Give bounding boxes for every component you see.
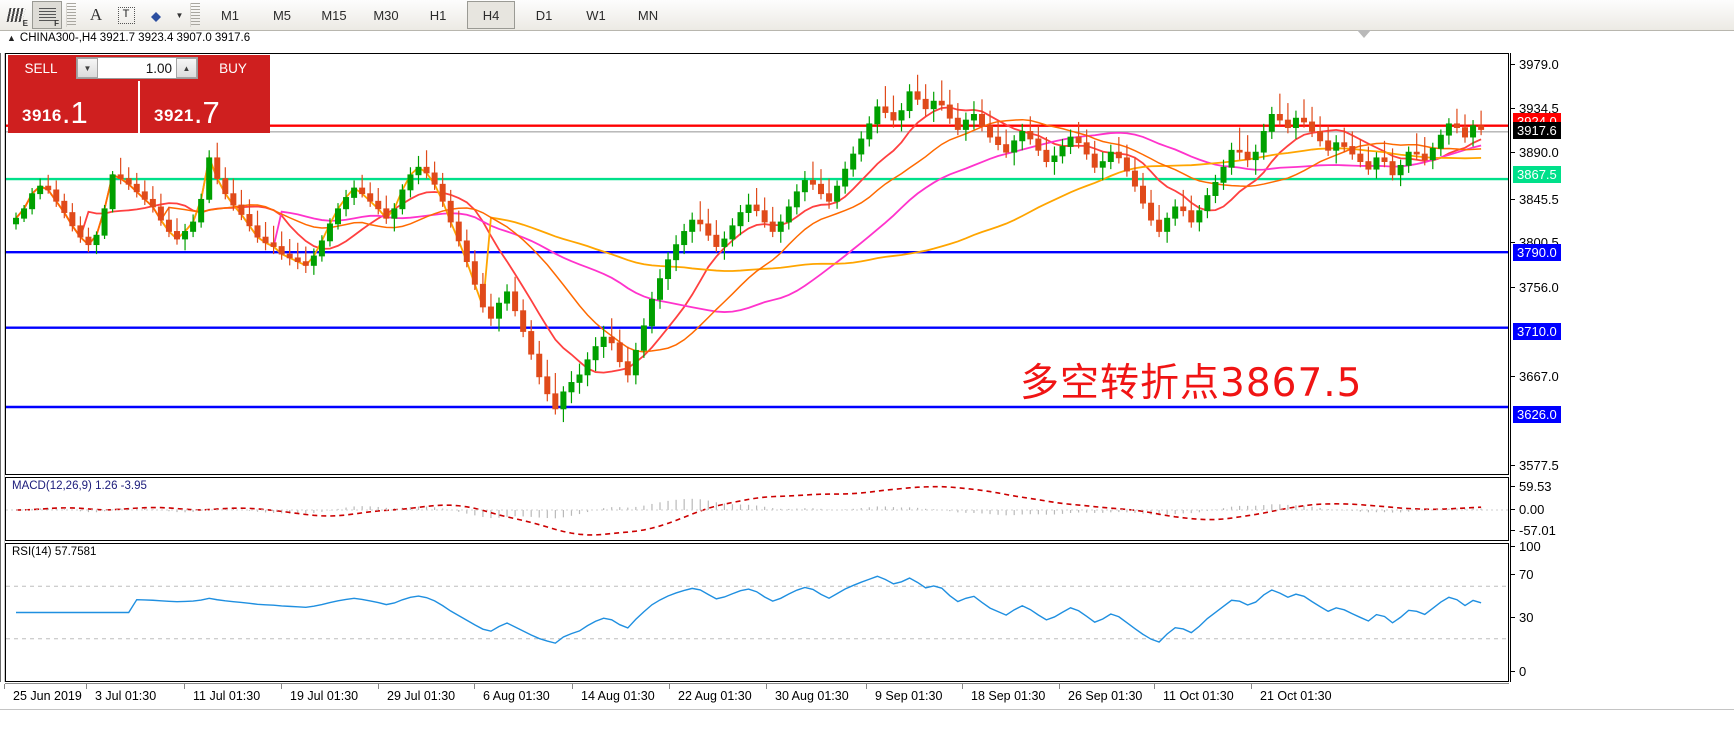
text-tool-label: A (89, 5, 103, 24)
price-level-badge: 3917.6 (1513, 122, 1561, 139)
time-axis[interactable]: 25 Jun 2019 3 Jul 01:30 11 Jul 01:30 19 Jul… (4, 683, 1509, 710)
price-tick-label: 3845.5 (1511, 192, 1559, 207)
ask-price-integer: 3921 (154, 106, 194, 125)
trade-controls-row: SELL ▼ 1.00 ▲ BUY (8, 55, 270, 81)
ask-price-cell[interactable]: 3921.7 (140, 81, 270, 133)
bid-price-cell[interactable]: 3916.1 (8, 81, 140, 133)
ask-price: 3921.7 (154, 95, 220, 131)
timeframe-h4[interactable]: H4 (467, 1, 515, 29)
price-level-badge: 3790.0 (1513, 244, 1561, 261)
time-tick-label: 21 Oct 01:30 (1251, 684, 1332, 703)
price-level-badge: 3626.0 (1513, 406, 1561, 423)
macd-tick-label: 59.53 (1511, 479, 1552, 494)
buy-button[interactable]: BUY (200, 55, 266, 81)
time-tick-label: 26 Sep 01:30 (1058, 684, 1143, 703)
text-label-glyph: T (117, 6, 135, 24)
symbol-info-bar: ▲ CHINA300-,H4 3921.7 3923.4 3907.0 3917.… (0, 31, 1734, 47)
rsi-pane[interactable]: RSI(14) 57.7581 (5, 543, 1509, 682)
toolbar-separator-2 (190, 3, 200, 27)
timeframe-mn[interactable]: MN (637, 7, 659, 23)
price-tick-label: 3979.0 (1511, 57, 1559, 72)
rsi-caption: RSI(14) 57.7581 (12, 546, 97, 558)
volume-input[interactable]: 1.00 (98, 60, 176, 76)
price-tick-label: 3756.0 (1511, 280, 1559, 295)
ask-price-decimal: .7 (193, 95, 220, 130)
time-tick-label: 6 Aug 01:30 (474, 684, 550, 703)
dropdown-caret-icon[interactable]: ▼ (172, 2, 186, 28)
timeframe-m1[interactable]: M1 (220, 7, 240, 23)
time-tick-label: 11 Jul 01:30 (183, 684, 261, 703)
rsi-tick-label: 70 (1510, 567, 1534, 582)
timeframe-d1[interactable]: D1 (535, 7, 553, 23)
sell-button[interactable]: SELL (8, 55, 74, 81)
price-level-badge: 3710.0 (1513, 323, 1561, 340)
symbol-info-text: CHINA300-,H4 3921.7 3923.4 3907.0 3917.6 (19, 32, 251, 44)
scroll-marker-icon[interactable] (1357, 30, 1371, 38)
indicators-icon-label: E (22, 19, 28, 28)
price-tick-label: 3934.5 (1511, 101, 1559, 116)
time-tick-label: 14 Aug 01:30 (572, 684, 655, 703)
time-tick-label: 3 Jul 01:30 (85, 684, 157, 703)
time-tick-label: 19 Jul 01:30 (280, 684, 359, 703)
time-tick-label: 25 Jun 2019 (4, 684, 82, 703)
rsi-tick-label: 100 (1511, 539, 1541, 554)
rsi-svg (6, 575, 1508, 644)
time-tick-label: 11 Oct 01:30 (1154, 684, 1234, 703)
time-tick-label: 22 Aug 01:30 (669, 684, 752, 703)
macd-pane[interactable]: MACD(12,26,9) 1.26 -3.95 (5, 477, 1509, 541)
time-tick-label: 9 Sep 01:30 (865, 684, 943, 703)
timeframe-w1[interactable]: W1 (586, 7, 606, 23)
templates-glyph (38, 7, 56, 23)
chart-annotation: 多空转折点3867.5 (1020, 361, 1363, 406)
volume-increase-button[interactable]: ▲ (176, 58, 197, 78)
objects-icon[interactable] (142, 2, 170, 28)
main-toolbar: E F A T ▼ M1 M5 M15 M30 H1 H4 D1 W1 MN (0, 0, 1734, 31)
rsi-tick-label: 30 (1510, 610, 1534, 625)
price-tick-label: 3890.0 (1511, 145, 1559, 160)
macd-caption: MACD(12,26,9) 1.26 -3.95 (12, 480, 147, 492)
toolbar-separator-1 (66, 3, 76, 27)
objects-glyph (151, 7, 161, 22)
macd-svg (6, 485, 1508, 536)
timeframe-h1[interactable]: H1 (429, 7, 447, 23)
price-level-badge: 3867.5 (1513, 166, 1561, 183)
quote-row: 3916.1 3921.7 (8, 81, 270, 133)
bid-price-integer: 3916 (22, 106, 62, 125)
volume-stepper[interactable]: ▼ 1.00 ▲ (76, 57, 198, 79)
timeframe-m5[interactable]: M5 (272, 7, 292, 23)
macd-tick-label: -57.01 (1511, 523, 1556, 538)
bid-price: 3916.1 (22, 95, 88, 131)
symbol-info-row: ▲ CHINA300-,H4 3921.7 3923.4 3907.0 3917.… (7, 32, 250, 44)
time-tick-label: 18 Sep 01:30 (961, 684, 1046, 703)
bid-price-decimal: .1 (61, 95, 88, 130)
templates-icon-label: F (54, 19, 59, 28)
left-rail (0, 53, 5, 682)
text-label-icon[interactable]: T (112, 2, 140, 28)
macd-tick-label: 0.00 (1510, 502, 1545, 517)
collapse-triangle-icon[interactable]: ▲ (7, 33, 16, 43)
text-tool-icon[interactable]: A (82, 2, 110, 28)
price-chart-svg (6, 74, 1508, 423)
volume-decrease-button[interactable]: ▼ (77, 58, 98, 78)
templates-icon[interactable]: F (32, 1, 62, 29)
indicators-icon[interactable]: E (2, 2, 30, 28)
rsi-tick-label: 0 (1510, 664, 1527, 679)
dropdown-caret-glyph: ▼ (175, 10, 184, 20)
window-bottom-divider (0, 709, 1734, 710)
time-tick-label: 29 Jul 01:30 (377, 684, 456, 703)
price-axis[interactable]: 3979.0 3934.5 3890.0 3845.5 3800.5 3756.0 3667… (1510, 53, 1734, 682)
time-tick-label: 30 Aug 01:30 (766, 684, 849, 703)
one-click-trade-panel[interactable]: SELL ▼ 1.00 ▲ BUY 3916.1 3921.7 (8, 55, 270, 133)
price-tick-label: 3577.5 (1511, 458, 1559, 473)
timeframe-m30[interactable]: M30 (373, 7, 399, 23)
timeframe-m15[interactable]: M15 (321, 7, 347, 23)
price-tick-label: 3667.0 (1511, 369, 1559, 384)
